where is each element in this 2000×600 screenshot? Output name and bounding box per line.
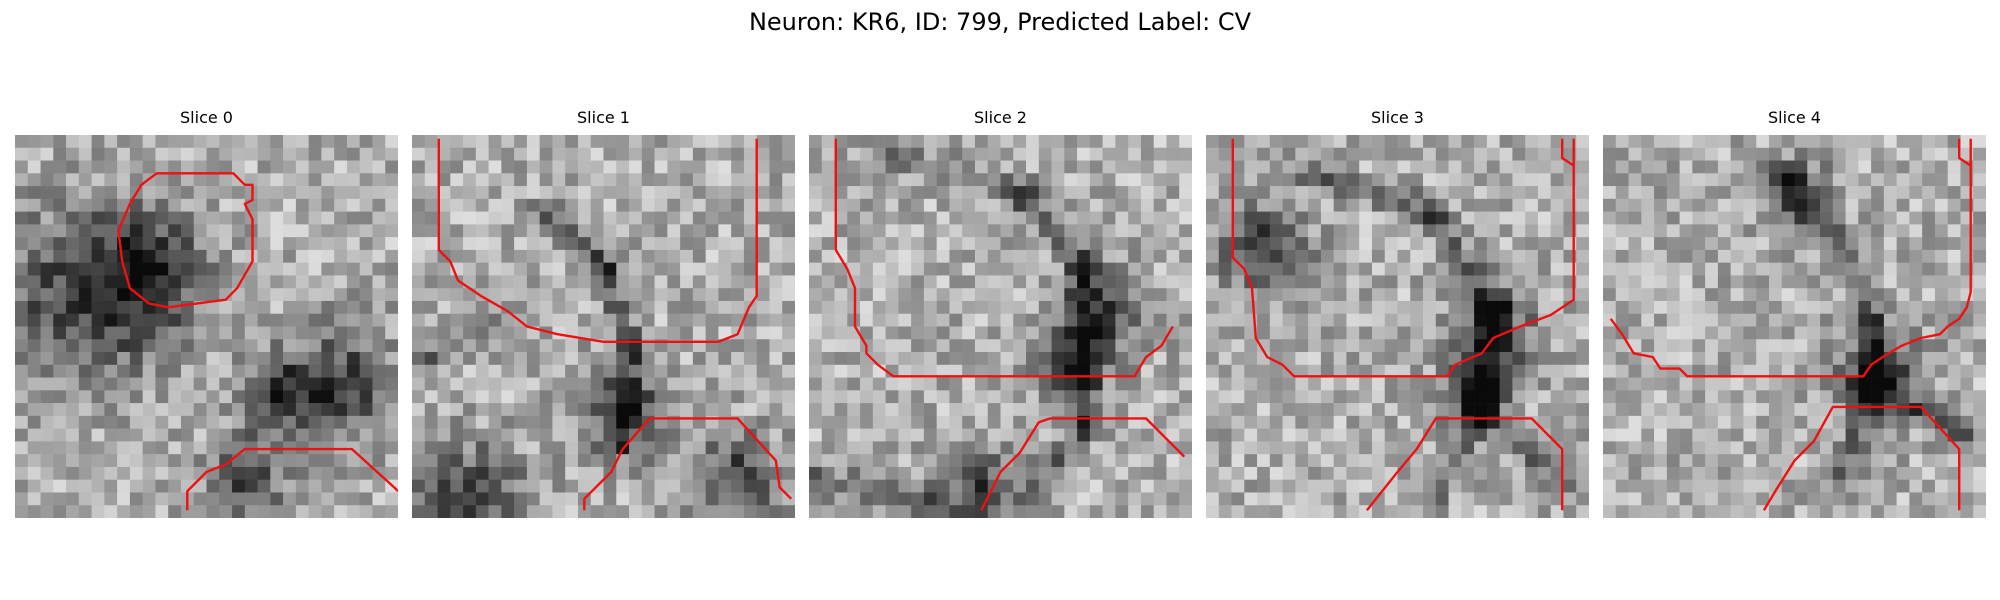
contour-line	[1231, 138, 1575, 378]
slice-image-1	[412, 135, 795, 518]
contour-line	[1561, 138, 1575, 167]
figure-title: Neuron: KR6, ID: 799, Predicted Label: C…	[748, 8, 1252, 36]
panel-title-2: Slice 2	[974, 108, 1027, 127]
contour-line	[186, 447, 398, 511]
slice-image-0	[15, 135, 398, 518]
panel-title-1: Slice 1	[577, 108, 630, 127]
contour-line	[1609, 138, 1972, 378]
pixel-grid	[412, 135, 795, 518]
panel-title-0: Slice 0	[180, 108, 233, 127]
contour-line	[1762, 405, 1961, 511]
contour-line	[1365, 417, 1564, 512]
panel-title-4: Slice 4	[1768, 108, 1821, 127]
contour-line	[1958, 138, 1972, 167]
contour-line	[117, 172, 254, 309]
contour-line	[834, 138, 1174, 378]
panel-title-3: Slice 3	[1371, 108, 1424, 127]
pixel-grid	[1206, 135, 1589, 518]
pixel-grid	[809, 135, 1192, 518]
contour-line	[980, 417, 1186, 511]
slice-image-2	[809, 135, 1192, 518]
contour-line	[437, 138, 758, 344]
slice-image-4	[1603, 135, 1986, 518]
pixel-grid	[15, 135, 398, 518]
contour-line	[583, 417, 793, 511]
slice-image-3	[1206, 135, 1589, 518]
